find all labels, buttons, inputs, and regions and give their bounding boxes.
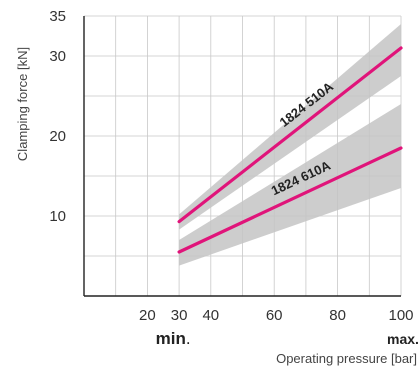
y-axis-title: Clamping force [kN] [15,47,30,161]
series-lines [177,46,403,254]
y-tick-label: 10 [49,208,66,225]
min-label: min. [156,329,191,348]
x-tick-label: 100 [388,307,413,324]
y-tick-label: 35 [49,8,66,25]
axes [83,16,401,297]
x-tick-label: 20 [139,307,156,324]
x-tick-label: 30 [171,307,188,324]
x-axis-title: Operating pressure [bar] [276,351,417,366]
series-1-line [177,46,403,224]
tolerance-bands [179,24,401,266]
x-tick-label: 40 [202,307,219,324]
y-tick-label: 30 [49,48,66,65]
min-label-dot: . [186,329,191,348]
max-label: max. [387,331,419,347]
series-2-line [177,146,403,254]
x-tick-label: 80 [329,307,346,324]
y-tick-label: 20 [49,128,66,145]
x-tick-label: 60 [266,307,283,324]
